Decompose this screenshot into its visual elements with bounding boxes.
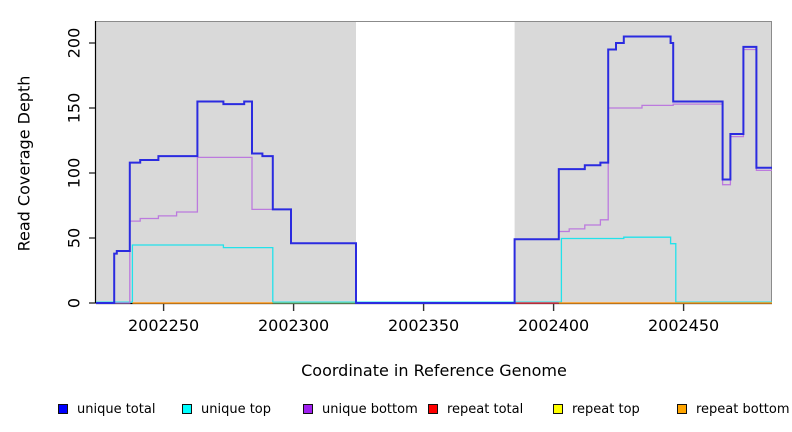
x-tick-label: 2002450 [647,316,720,335]
x-tick-label: 2002350 [387,316,460,335]
y-tick-label: 100 [64,157,84,189]
series-line-unique-top [96,236,772,303]
x-tick-label: 2002250 [127,316,200,335]
y-tick-label: 150 [64,92,84,124]
y-tick-label: 200 [64,27,84,59]
legend-swatch-icon [58,404,68,414]
legend-label: repeat top [572,401,640,417]
legend-label: repeat total [447,401,524,417]
legend-label: unique bottom [322,401,418,417]
legend-item-repeat-total: repeat total [428,399,523,419]
x-tick-label: 2002400 [517,316,590,335]
legend-item-unique-top: unique top [182,399,271,419]
legend-swatch-icon [553,404,563,414]
legend-swatch-icon [677,404,687,414]
legend-item-unique-total: unique total [58,399,155,419]
x-tick-label: 2002300 [257,316,330,335]
legend-item-repeat-bottom: repeat bottom [677,399,790,419]
legend-swatch-icon [303,404,313,414]
legend-label: repeat bottom [696,401,790,417]
x-axis-title: Coordinate in Reference Genome [301,361,567,380]
y-tick-label: 50 [64,227,84,249]
legend-label: unique top [201,401,272,417]
legend-swatch-icon [428,404,438,414]
y-axis-title: Read Coverage Depth [14,75,34,252]
legend-item-repeat-top: repeat top [553,399,640,419]
legend-item-unique-bottom: unique bottom [303,399,418,419]
y-tick-label: 0 [64,297,84,309]
legend: unique total unique top unique bottom repea… [0,399,792,423]
series-line-unique-total [96,35,772,304]
legend-label: unique total [77,401,156,417]
covered-region-1 [514,21,772,303]
legend-swatch-icon [182,404,192,414]
